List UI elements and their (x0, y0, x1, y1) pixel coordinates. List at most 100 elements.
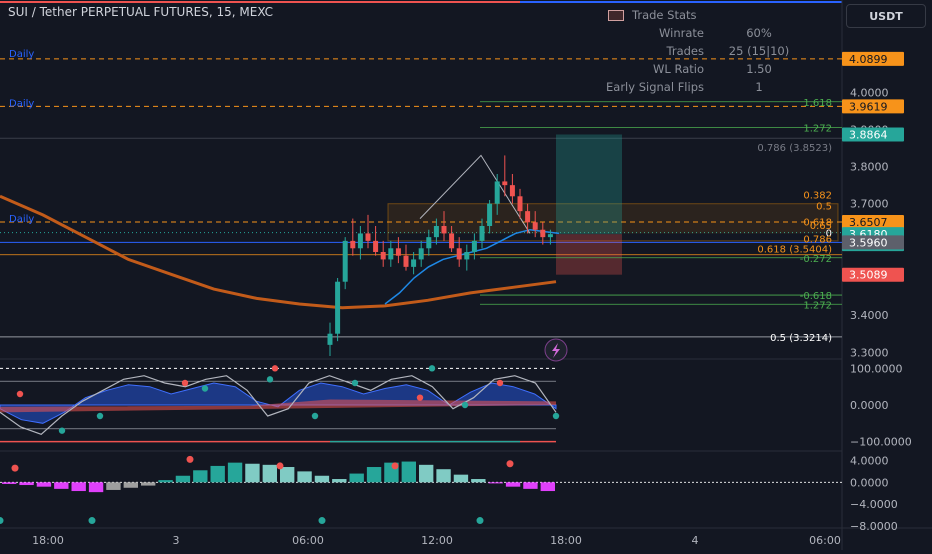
histogram-bar (332, 479, 347, 483)
stats-value: 1 (755, 80, 763, 94)
price-tick-label: 3.4000 (850, 309, 889, 322)
currency-button[interactable]: USDT (846, 4, 926, 28)
histogram-bar (71, 482, 86, 492)
candle (449, 226, 455, 252)
zigzag-line (419, 154, 531, 234)
candle-body (342, 240, 348, 282)
candle-body (540, 229, 546, 238)
histogram-bar (175, 475, 191, 483)
stats-row: Trades 25 (15|10) (596, 44, 826, 58)
histogram-bar (505, 482, 521, 487)
candle (342, 237, 348, 290)
trade-stats-title: Trade Stats (632, 8, 697, 22)
candle-body (418, 248, 424, 260)
osc-tick-label: 0.0000 (850, 399, 889, 412)
histogram-bar (280, 467, 295, 483)
histogram-bar (2, 482, 17, 484)
histogram-bar (349, 473, 364, 483)
histogram-bar (471, 479, 486, 483)
candle (479, 218, 485, 249)
candle-body (350, 240, 356, 249)
histogram-bar (523, 482, 538, 489)
histogram-bar (245, 463, 260, 483)
candle-body (426, 237, 432, 249)
candle (433, 218, 439, 245)
price-tag-bg (842, 127, 904, 142)
fib-label: 0.5 (816, 202, 832, 213)
histogram-bar (262, 464, 277, 483)
fib-zone-border (387, 203, 839, 242)
price-tick-label: 3.7000 (850, 198, 889, 211)
time-tick-label: 3 (173, 534, 180, 547)
histogram-bar (88, 482, 104, 493)
daily-label: Daily (9, 49, 34, 60)
daily-label: Daily (9, 98, 34, 109)
fib-label: 1.272 (803, 300, 832, 311)
candle-body (494, 181, 500, 204)
price-tick-label: 3.8000 (850, 161, 889, 174)
candle-body (441, 226, 447, 234)
time-tick-label: 18:00 (32, 534, 64, 547)
candle (357, 226, 363, 260)
price-tag-value: 3.5960 (849, 236, 888, 249)
candle-body (365, 233, 371, 241)
osc-signal-dot (311, 412, 319, 420)
price-tag-bg (842, 99, 904, 114)
candle (411, 252, 417, 275)
osc-signal-dot (201, 385, 209, 392)
price-tag: 3.5089 (842, 267, 904, 282)
candle-body (517, 196, 523, 212)
fib-label: -0.618 (800, 291, 832, 302)
histogram-bar (19, 482, 34, 486)
histogram-bar (401, 461, 416, 483)
osc-signal-dot (96, 412, 104, 420)
fib-label: 0.5 (3.3214) (770, 333, 832, 344)
histogram-signal-dot (318, 517, 326, 525)
candle (525, 203, 531, 234)
candle (502, 155, 508, 197)
histogram-bar (36, 482, 52, 487)
histogram-bar (436, 469, 451, 483)
time-tick-label: 18:00 (550, 534, 582, 547)
take-profit-zone (556, 134, 622, 235)
candle (456, 237, 462, 267)
candle-body (380, 252, 386, 260)
candle-body (479, 226, 485, 241)
histogram-bar (123, 482, 138, 488)
histogram-bar (297, 471, 312, 483)
candle-body (502, 181, 508, 186)
candle-body (525, 211, 531, 223)
stop-loss-zone (556, 234, 622, 275)
candle (388, 240, 394, 267)
candle (403, 244, 409, 271)
histogram-signal-dot (506, 460, 514, 468)
candle-body (456, 248, 462, 260)
stats-label: Winrate (659, 26, 704, 40)
stats-row: WL Ratio 1.50 (596, 62, 826, 76)
candle (335, 278, 341, 342)
histogram-bar (366, 467, 382, 483)
lightning-icon-bolt (552, 343, 560, 358)
fib-label: 0.618 (3.5404) (757, 245, 832, 256)
candle-body (509, 185, 515, 197)
lightning-icon (544, 338, 568, 362)
stats-value: 60% (746, 26, 772, 40)
histogram-bar (210, 465, 225, 483)
osc-signal-dot (461, 401, 469, 409)
histogram-signal-dot (391, 462, 399, 470)
candle-body (327, 333, 333, 345)
candle-body (449, 233, 455, 249)
histogram-bar (106, 482, 121, 490)
price-tag: 3.9619 (842, 99, 904, 114)
histogram-signal-dot (476, 517, 484, 525)
time-tick-label: 06:00 (292, 534, 324, 547)
candle (418, 240, 424, 267)
candle-body (464, 252, 470, 260)
moving-average-line (0, 194, 557, 310)
stats-label: Early Signal Flips (606, 80, 704, 94)
fib-label: -0.272 (800, 254, 832, 265)
osc-red-area (0, 399, 556, 413)
candle-body (395, 248, 401, 256)
